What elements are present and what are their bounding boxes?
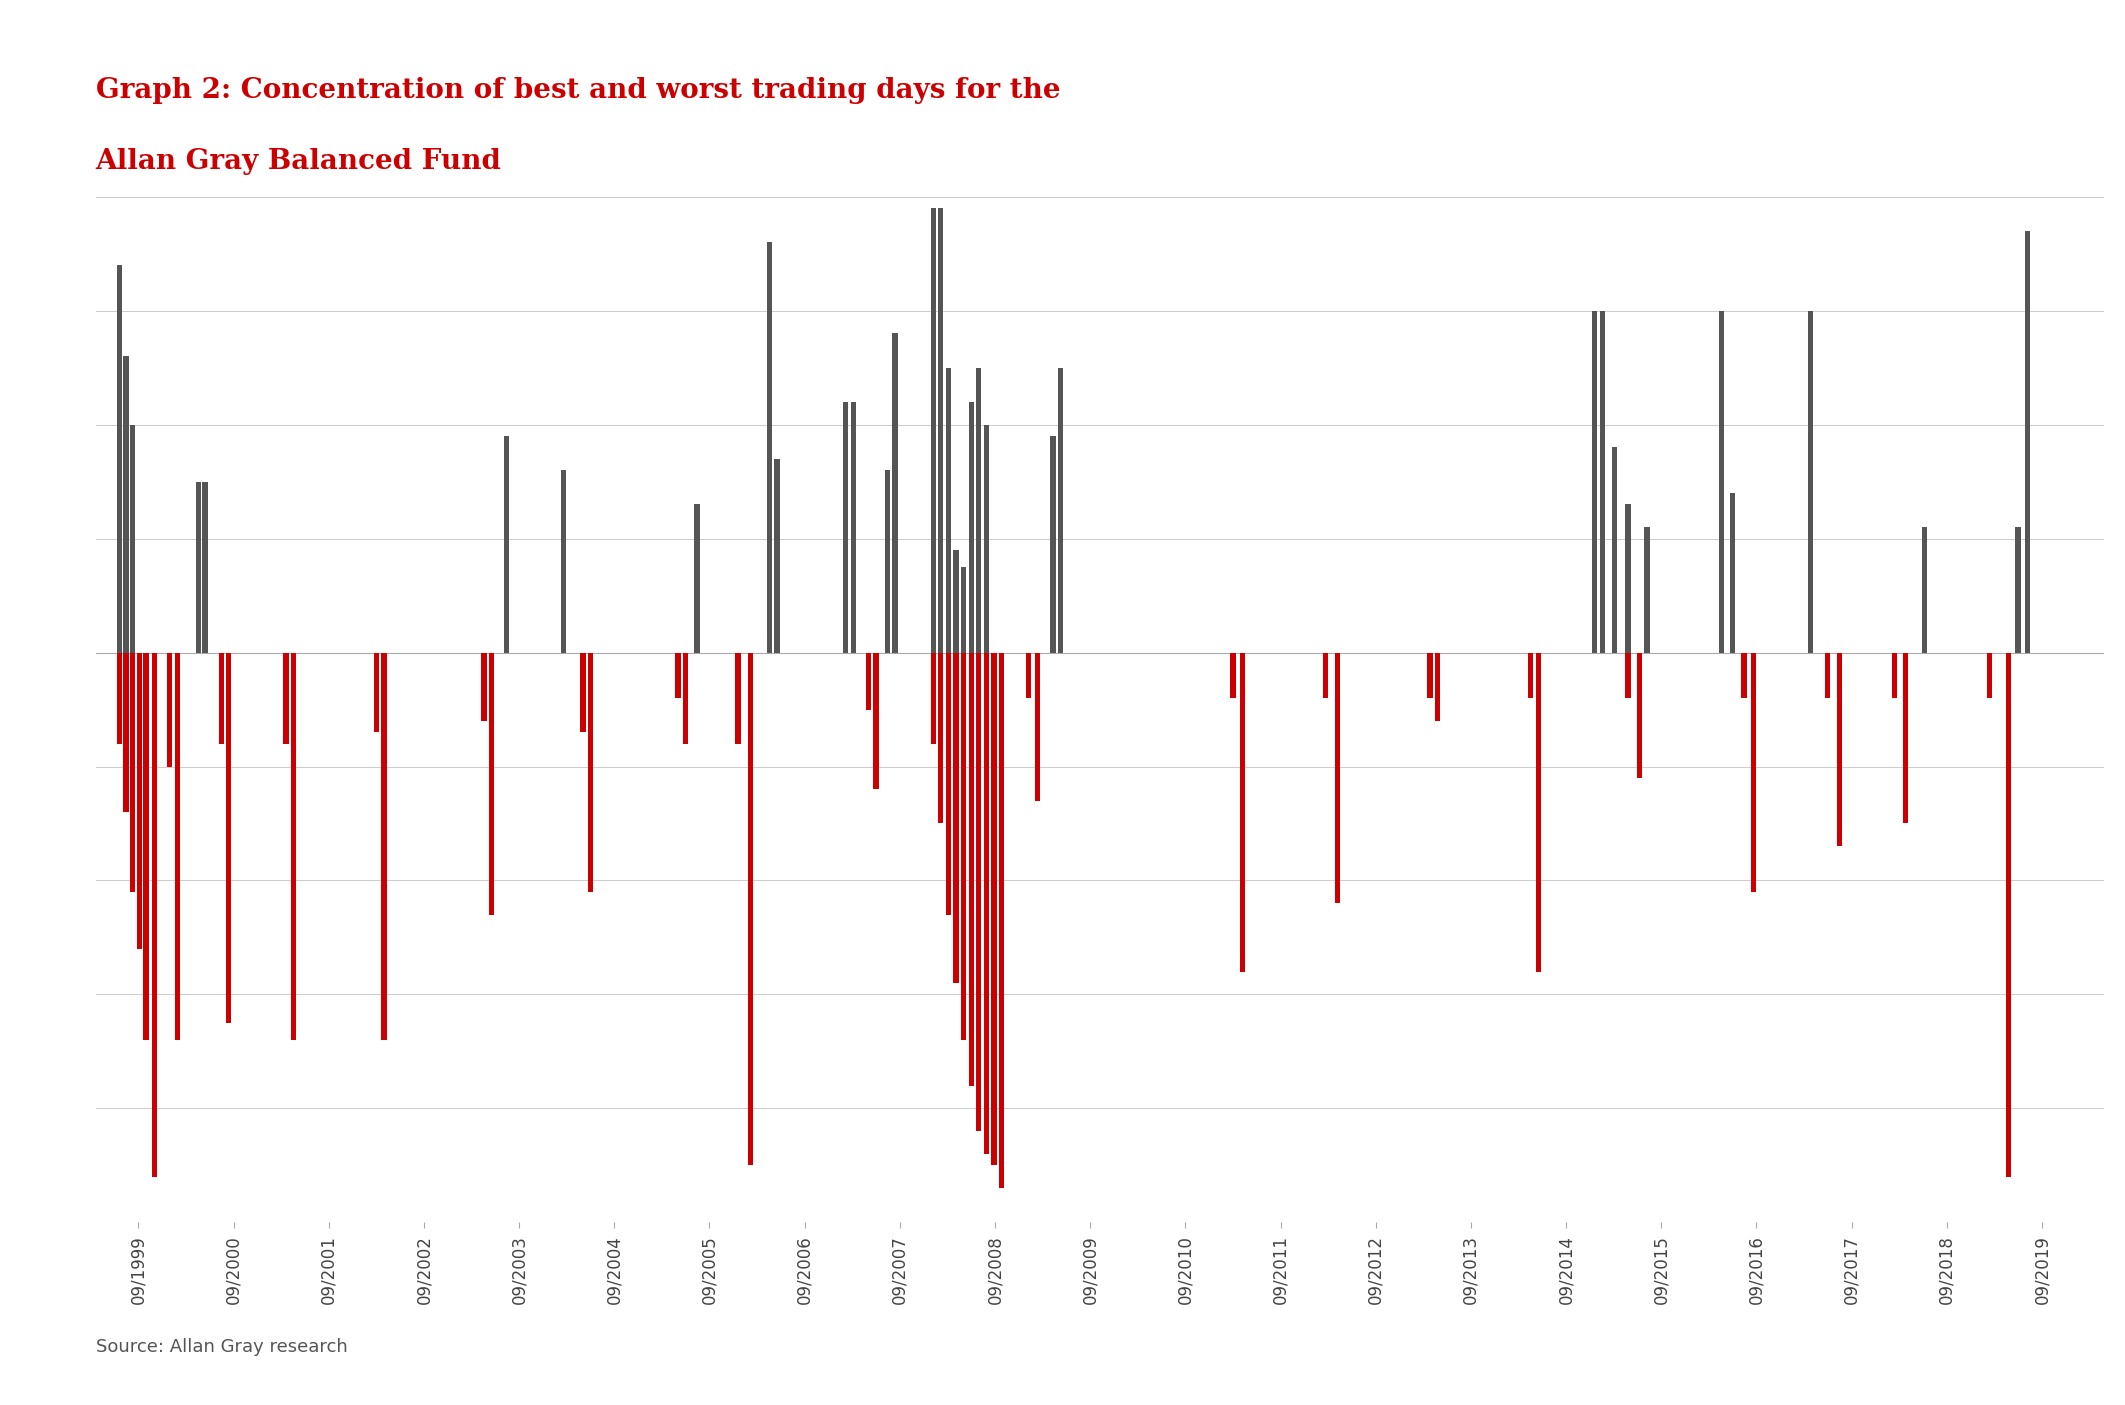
Bar	[850, 402, 856, 652]
Bar	[735, 652, 742, 743]
Bar	[975, 652, 982, 1131]
Bar	[168, 652, 172, 767]
Bar	[291, 652, 295, 1040]
Bar	[202, 482, 208, 652]
Bar	[1740, 652, 1747, 698]
Bar	[969, 402, 973, 652]
Bar	[960, 568, 967, 652]
Bar	[1322, 652, 1328, 698]
Bar	[1904, 652, 1908, 823]
Text: Allan Gray Balanced Fund: Allan Gray Balanced Fund	[96, 148, 502, 174]
Bar	[984, 424, 988, 652]
Bar	[1923, 527, 1927, 652]
Bar	[1230, 652, 1235, 698]
Bar	[682, 652, 688, 743]
Bar	[1626, 652, 1630, 698]
Bar	[676, 652, 680, 698]
Bar	[931, 208, 935, 652]
Bar	[1428, 652, 1432, 698]
Bar	[1334, 652, 1341, 903]
Bar	[969, 652, 973, 1086]
Bar	[954, 549, 958, 652]
Bar	[130, 652, 136, 892]
Text: Graph 2: Concentration of best and worst trading days for the: Graph 2: Concentration of best and worst…	[96, 77, 1060, 104]
Bar	[1751, 652, 1755, 892]
Bar	[1434, 652, 1441, 721]
Bar	[219, 652, 223, 743]
Bar	[2006, 652, 2010, 1177]
Bar	[1592, 311, 1598, 652]
Bar	[374, 652, 378, 732]
Bar	[123, 357, 130, 652]
Bar	[992, 652, 997, 1165]
Bar	[580, 652, 586, 732]
Bar	[1239, 652, 1245, 972]
Bar	[1528, 652, 1534, 698]
Bar	[1636, 652, 1643, 778]
Bar	[937, 652, 944, 823]
Bar	[1645, 527, 1649, 652]
Bar	[873, 652, 878, 790]
Bar	[960, 652, 967, 1040]
Bar	[1058, 368, 1062, 652]
Bar	[1026, 652, 1031, 698]
Bar	[1536, 652, 1541, 972]
Bar	[136, 652, 142, 948]
Bar	[1836, 652, 1842, 846]
Bar	[2014, 527, 2021, 652]
Bar	[123, 652, 130, 812]
Bar	[984, 652, 988, 1154]
Bar	[1808, 311, 1813, 652]
Bar	[954, 652, 958, 984]
Bar	[774, 459, 780, 652]
Bar	[130, 424, 136, 652]
Bar	[561, 471, 567, 652]
Bar	[1825, 652, 1830, 698]
Bar	[931, 652, 935, 743]
Bar	[489, 652, 495, 915]
Bar	[117, 266, 121, 652]
Bar	[844, 402, 848, 652]
Bar	[767, 242, 771, 652]
Bar	[117, 652, 121, 743]
Bar	[865, 652, 871, 710]
Bar	[975, 368, 982, 652]
Bar	[695, 504, 699, 652]
Bar	[892, 333, 897, 652]
Bar	[946, 652, 952, 915]
Bar	[589, 652, 593, 892]
Bar	[1613, 447, 1617, 652]
Bar	[225, 652, 232, 1023]
Bar	[174, 652, 181, 1040]
Bar	[1050, 436, 1056, 652]
Bar	[946, 368, 952, 652]
Bar	[1719, 311, 1723, 652]
Bar	[999, 652, 1005, 1189]
Bar	[480, 652, 487, 721]
Bar	[504, 436, 510, 652]
Bar	[144, 652, 149, 1040]
Bar	[1600, 311, 1604, 652]
Bar	[1730, 493, 1736, 652]
Bar	[196, 482, 202, 652]
Bar	[1035, 652, 1041, 801]
Bar	[380, 652, 387, 1040]
Bar	[283, 652, 289, 743]
Bar	[1626, 504, 1630, 652]
Bar	[153, 652, 157, 1177]
Bar	[1891, 652, 1898, 698]
Bar	[884, 471, 890, 652]
Text: Source: Allan Gray research: Source: Allan Gray research	[96, 1338, 346, 1356]
Bar	[1987, 652, 1991, 698]
Bar	[937, 208, 944, 652]
Bar	[748, 652, 752, 1165]
Bar	[2025, 230, 2029, 652]
